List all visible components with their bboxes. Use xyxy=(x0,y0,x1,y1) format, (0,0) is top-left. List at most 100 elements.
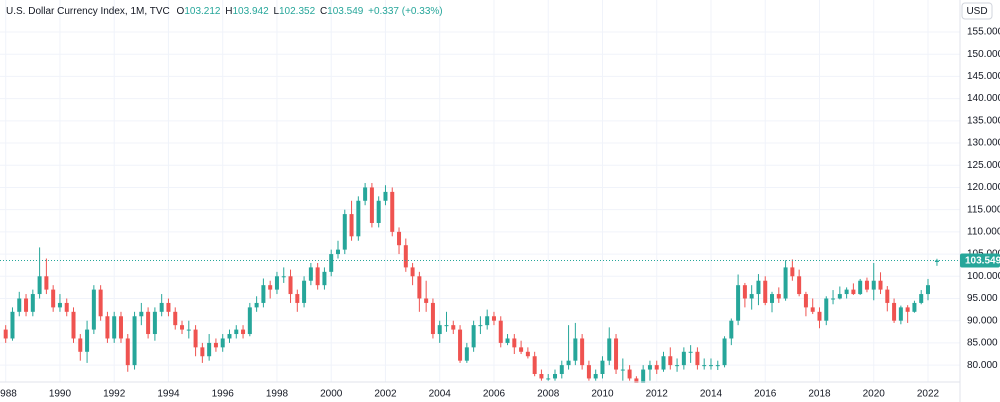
candle-body xyxy=(132,316,137,366)
y-tick-label: 90.000 xyxy=(967,315,998,326)
currency-button[interactable] xyxy=(961,2,993,20)
y-tick-label: 145.000 xyxy=(967,71,1000,82)
candle-body xyxy=(614,338,619,370)
x-tick-label: 2010 xyxy=(591,389,614,400)
candle-body xyxy=(763,280,768,303)
candle-body xyxy=(668,356,673,366)
candle-body xyxy=(17,298,22,312)
candle-body xyxy=(919,294,924,303)
candle-body xyxy=(288,276,293,295)
candle-body xyxy=(308,267,313,281)
candle-body xyxy=(356,200,361,237)
x-tick-label: 1988 xyxy=(0,389,17,400)
candle-body xyxy=(424,298,429,303)
x-tick-label: 1992 xyxy=(103,389,126,400)
candle-body xyxy=(634,378,639,383)
candle-body xyxy=(498,320,503,343)
candle-body xyxy=(519,347,524,352)
candle-body xyxy=(505,338,510,343)
x-tick-label: 2004 xyxy=(429,389,452,400)
candle-body xyxy=(268,285,273,290)
candle-body xyxy=(390,191,395,232)
x-tick-label: 2000 xyxy=(320,389,343,400)
candle-body xyxy=(383,191,388,201)
ohlc-prefix: L xyxy=(273,6,279,17)
candle-body xyxy=(851,289,856,295)
x-tick-label: 2022 xyxy=(917,389,940,400)
candle-body xyxy=(485,316,490,326)
x-tick-label: 1990 xyxy=(49,389,72,400)
x-tick-label: 2018 xyxy=(808,389,831,400)
candle-body xyxy=(871,280,876,290)
candle-body xyxy=(180,325,185,330)
candle-body xyxy=(546,378,551,380)
candle-body xyxy=(10,311,15,339)
y-tick-label: 135.000 xyxy=(967,115,1000,126)
candle-body xyxy=(24,298,29,312)
candle-body xyxy=(112,316,117,339)
candle-body xyxy=(451,325,456,330)
candle-body xyxy=(885,289,890,303)
candles xyxy=(0,183,960,383)
candle-body xyxy=(78,338,83,352)
candle-body xyxy=(329,254,334,272)
candle-body xyxy=(241,329,246,335)
candle-body xyxy=(193,329,198,348)
candle-body xyxy=(71,311,76,339)
candle-body xyxy=(627,369,632,379)
candle-body xyxy=(607,338,612,361)
candle-body xyxy=(295,294,300,303)
candle-body xyxy=(254,302,259,308)
candle-body xyxy=(783,267,788,299)
candle-body xyxy=(810,307,815,312)
y-tick-label: 155.000 xyxy=(967,27,1000,38)
y-tick-label: 80.000 xyxy=(967,360,998,371)
candle-body xyxy=(831,298,836,300)
candle-body xyxy=(227,334,232,339)
candle-body xyxy=(573,338,578,361)
candle-body xyxy=(397,231,402,246)
candle-body xyxy=(593,374,598,379)
candle-body xyxy=(274,276,279,290)
ohlc-value: 102.352 xyxy=(279,6,316,17)
candle-body xyxy=(363,187,368,201)
candle-body xyxy=(430,302,435,335)
candle-body xyxy=(837,294,842,299)
chart-title: U.S. Dollar Currency Index, 1M, TVC xyxy=(6,6,170,17)
candle-body xyxy=(159,302,164,312)
candle-body xyxy=(641,369,646,383)
candle-body xyxy=(675,365,680,367)
ohlc-prefix: H xyxy=(225,6,232,17)
candle-body xyxy=(376,200,381,223)
candle-body xyxy=(797,276,802,295)
candle-body xyxy=(742,285,747,299)
candle-body xyxy=(417,276,422,299)
candle-body xyxy=(261,285,266,303)
candle-body xyxy=(553,374,558,379)
candle-body xyxy=(803,294,808,308)
axes: 80.00085.00090.00095.000100.000105.00011… xyxy=(0,27,1000,400)
candle-body xyxy=(898,307,903,321)
candle-body xyxy=(817,311,822,321)
candle-body xyxy=(756,280,761,295)
y-tick-label: 140.000 xyxy=(967,93,1000,104)
candle-body xyxy=(3,329,8,339)
candle-body xyxy=(302,280,307,303)
candle-body xyxy=(620,369,625,371)
candle-body xyxy=(44,276,49,290)
candle-body xyxy=(912,302,917,312)
currency-label[interactable]: USD xyxy=(966,6,987,17)
candle-body xyxy=(729,320,734,339)
candle-body xyxy=(925,285,930,295)
candle-body xyxy=(247,307,252,335)
candle-body xyxy=(539,374,544,379)
candle-body xyxy=(281,276,286,278)
x-tick-label: 2014 xyxy=(700,389,723,400)
y-tick-label: 115.000 xyxy=(967,204,1000,215)
y-tick-label: 85.000 xyxy=(967,338,998,349)
candle-body xyxy=(349,214,354,237)
x-tick-label: 2020 xyxy=(863,389,886,400)
candle-body xyxy=(702,365,707,367)
candle-body xyxy=(51,289,56,308)
candle-body xyxy=(512,338,517,348)
